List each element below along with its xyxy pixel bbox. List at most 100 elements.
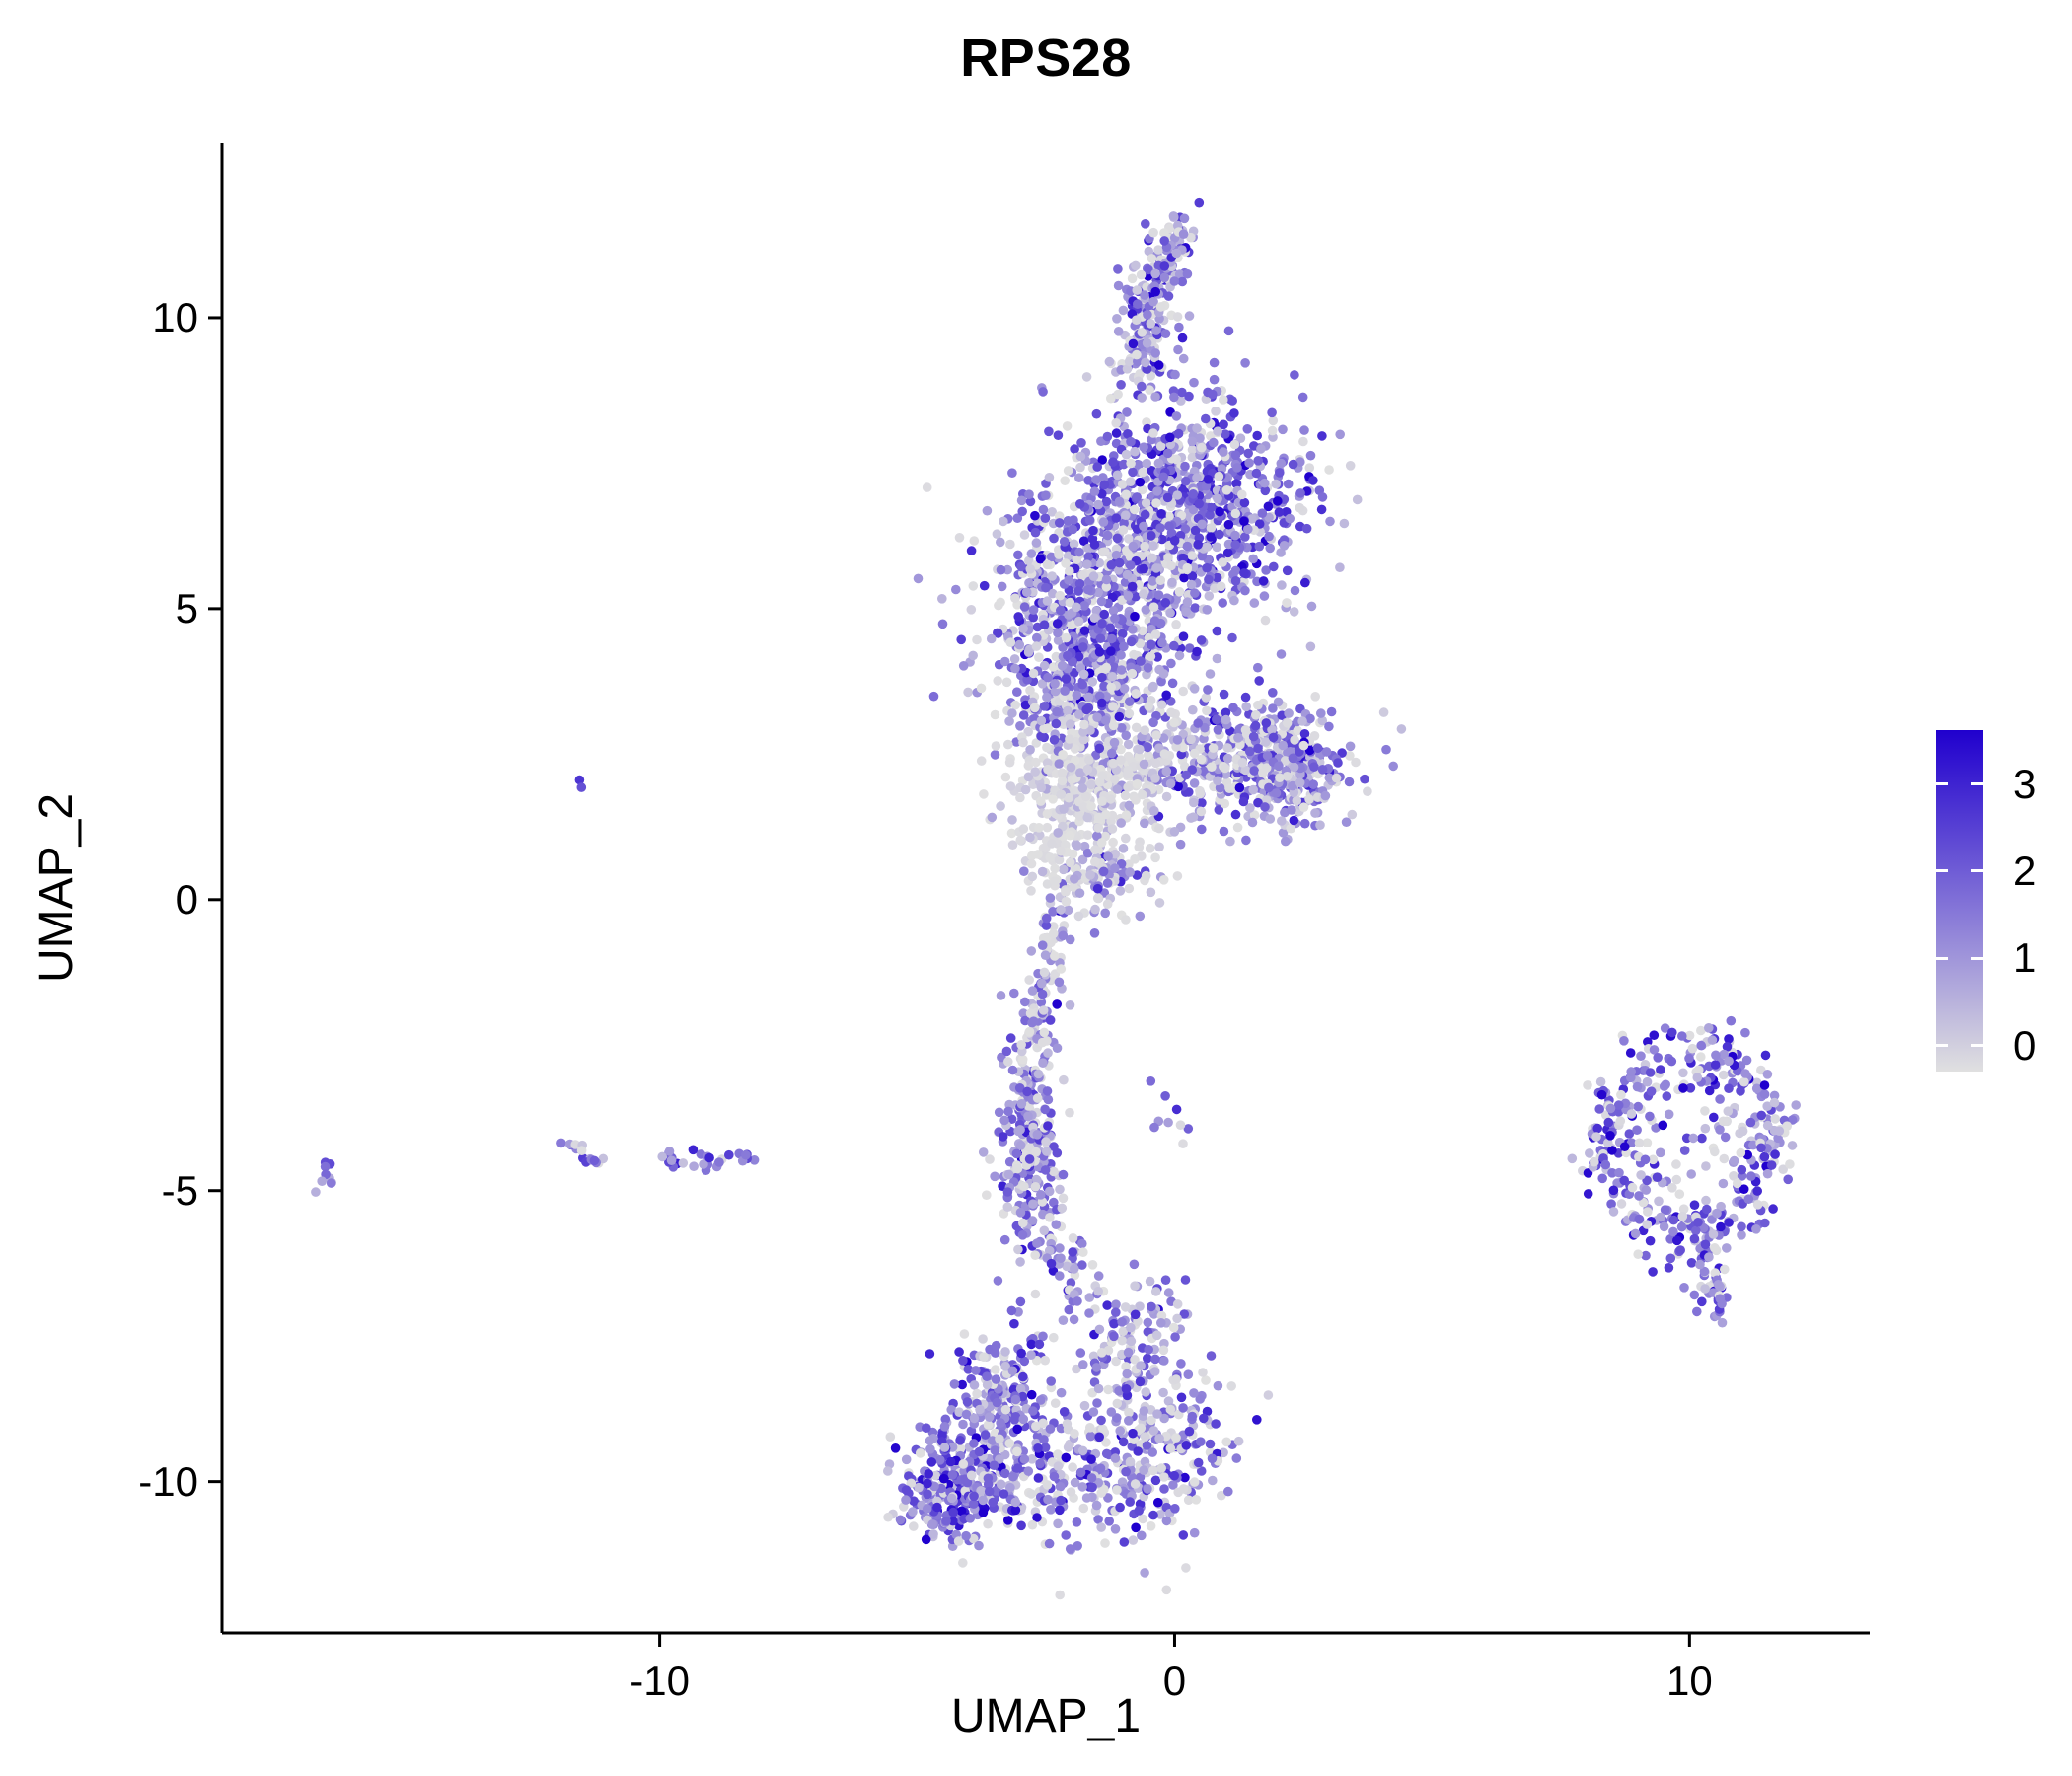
data-point <box>1121 449 1132 460</box>
data-point <box>1172 1313 1182 1324</box>
data-point <box>1048 794 1058 804</box>
data-point <box>1082 559 1092 569</box>
data-point <box>1121 810 1132 820</box>
data-point <box>1015 1125 1025 1135</box>
data-point <box>1164 521 1174 531</box>
data-point <box>957 1379 967 1390</box>
data-point <box>1113 565 1124 575</box>
data-point <box>1033 1069 1044 1079</box>
data-point <box>1123 782 1133 792</box>
data-point <box>979 1352 989 1362</box>
data-point <box>1005 539 1015 550</box>
data-point <box>958 661 969 671</box>
data-point <box>1751 1083 1762 1094</box>
data-point <box>901 1495 911 1505</box>
data-point <box>1003 1169 1014 1180</box>
data-point <box>1241 702 1251 712</box>
data-point <box>1045 1015 1056 1025</box>
data-point <box>1317 492 1328 502</box>
data-point <box>1140 290 1149 300</box>
data-point <box>1083 584 1093 595</box>
data-point <box>1769 1090 1780 1101</box>
data-point <box>1231 479 1241 489</box>
data-point <box>1305 713 1315 724</box>
data-point <box>1089 613 1100 623</box>
data-point <box>1089 486 1100 497</box>
data-point <box>1206 532 1216 542</box>
data-point <box>326 1178 336 1188</box>
data-point <box>1043 1121 1053 1131</box>
data-point <box>983 1518 993 1529</box>
data-point <box>1085 870 1095 880</box>
data-point <box>921 1534 931 1545</box>
data-point <box>940 1414 951 1425</box>
data-point <box>1174 269 1185 279</box>
data-point <box>1723 1106 1734 1116</box>
data-point <box>1108 837 1118 848</box>
data-point <box>1091 1500 1102 1511</box>
data-point <box>1689 1290 1700 1300</box>
data-point <box>1146 887 1156 898</box>
data-point <box>1124 708 1135 719</box>
data-point <box>1040 1443 1051 1452</box>
data-point <box>1142 742 1152 752</box>
data-point <box>1117 1335 1127 1346</box>
data-point <box>1053 1518 1063 1529</box>
data-point <box>1188 704 1198 715</box>
data-point <box>922 1504 932 1514</box>
data-point <box>1208 389 1218 400</box>
data-point <box>1077 1260 1087 1270</box>
data-point <box>1736 1147 1746 1158</box>
data-point <box>1015 1296 1026 1307</box>
data-point <box>990 1348 1000 1358</box>
data-point <box>320 1161 331 1172</box>
data-point <box>1190 603 1200 613</box>
data-point <box>1058 864 1069 875</box>
data-point <box>1113 327 1124 336</box>
data-point <box>1063 905 1073 916</box>
data-point <box>1072 602 1081 613</box>
data-point <box>1605 1103 1616 1114</box>
data-point <box>1746 1171 1756 1181</box>
data-point <box>1253 797 1263 808</box>
data-point <box>1125 1456 1136 1467</box>
data-point <box>1668 1226 1678 1237</box>
data-point <box>1309 762 1319 772</box>
data-point <box>990 1445 1000 1455</box>
data-point <box>1122 1369 1132 1379</box>
data-point <box>1141 605 1151 615</box>
data-point <box>1176 1392 1187 1403</box>
data-point <box>1678 1068 1688 1078</box>
data-point <box>969 1499 979 1509</box>
data-point <box>1615 1116 1626 1126</box>
data-point <box>962 1397 973 1407</box>
data-point <box>991 1486 1001 1496</box>
data-point <box>1156 676 1166 687</box>
data-point <box>1132 285 1143 295</box>
data-point <box>1072 1517 1082 1527</box>
data-point <box>1264 531 1274 542</box>
data-point <box>1297 392 1308 403</box>
data-point <box>1299 425 1309 435</box>
data-point <box>1037 866 1048 877</box>
data-point <box>1216 581 1226 592</box>
data-point <box>1114 711 1125 722</box>
data-point <box>1787 1115 1798 1125</box>
data-point <box>1324 721 1334 732</box>
data-point <box>1595 1076 1606 1087</box>
data-point <box>1073 616 1084 627</box>
data-point <box>1057 776 1068 786</box>
data-point <box>589 1155 600 1166</box>
data-point <box>1124 356 1135 367</box>
data-point <box>1116 380 1126 390</box>
data-point <box>1026 1489 1037 1499</box>
data-point <box>1278 828 1289 838</box>
data-point <box>1253 456 1263 466</box>
data-point <box>1196 635 1207 645</box>
data-point <box>1093 1383 1104 1394</box>
data-point <box>1132 492 1142 502</box>
data-point <box>1140 725 1149 735</box>
data-point <box>1238 796 1249 807</box>
data-point <box>1115 1426 1125 1436</box>
data-point <box>1134 842 1145 852</box>
